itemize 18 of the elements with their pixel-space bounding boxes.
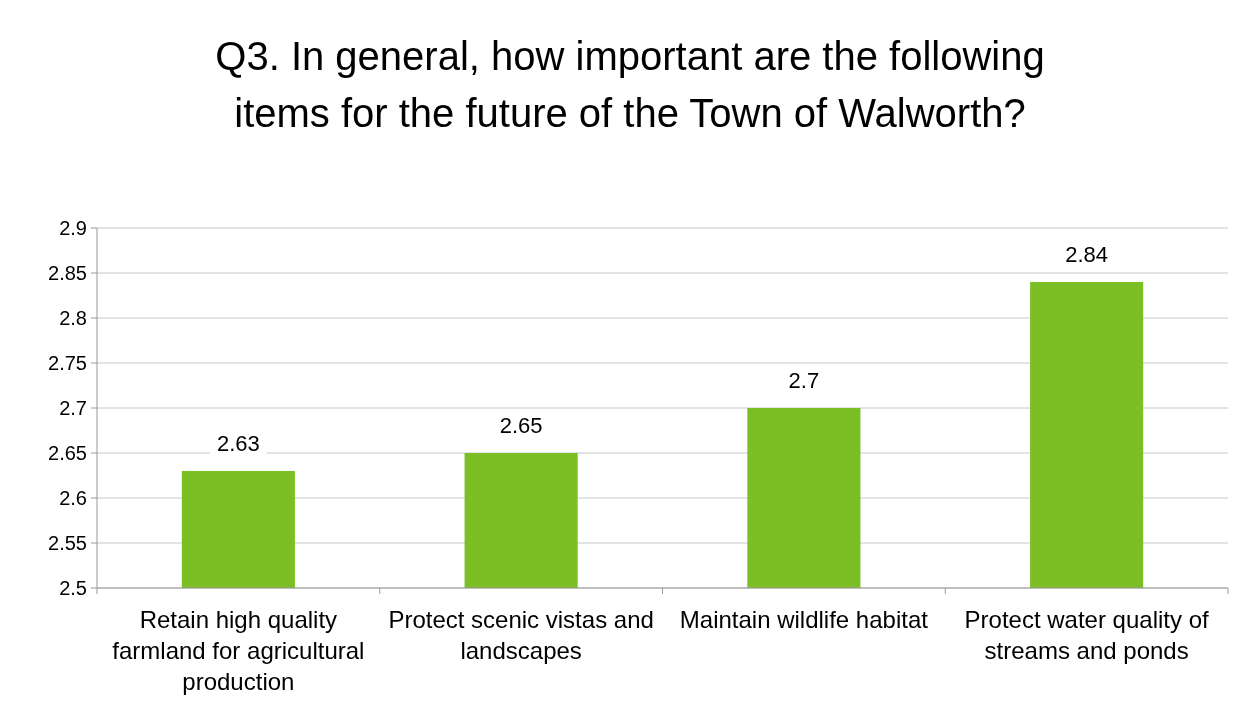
y-tick-label: 2.55 (48, 532, 87, 554)
x-tick-label: Retain high quality farmland for agricultural production (112, 606, 365, 695)
x-tick-label: Protect scenic vistas and landscapes (388, 606, 654, 664)
data-label: 2.65 (499, 413, 543, 438)
y-tick-label: 2.6 (59, 487, 87, 509)
y-tick-label: 2.7 (59, 397, 87, 419)
chart-title: Q3. In general, how important are the following items for the future of the Town of Walworth? (215, 34, 1045, 135)
y-tick-label: 2.8 (59, 307, 87, 329)
y-tick-label: 2.75 (48, 352, 87, 374)
y-tick-label: 2.85 (48, 262, 87, 284)
data-label: 2.63 (216, 431, 260, 456)
x-tick-label: Protect water quality of streams and ponds (964, 606, 1210, 664)
y-tick-label: 2.5 (59, 577, 87, 599)
y-tick-label: 2.9 (59, 217, 87, 239)
y-tick-label: 2.65 (48, 442, 87, 464)
data-label: 2.84 (1065, 242, 1109, 267)
x-tick-label: Maintain wildlife habitat (679, 606, 929, 633)
data-label: 2.7 (788, 368, 820, 393)
